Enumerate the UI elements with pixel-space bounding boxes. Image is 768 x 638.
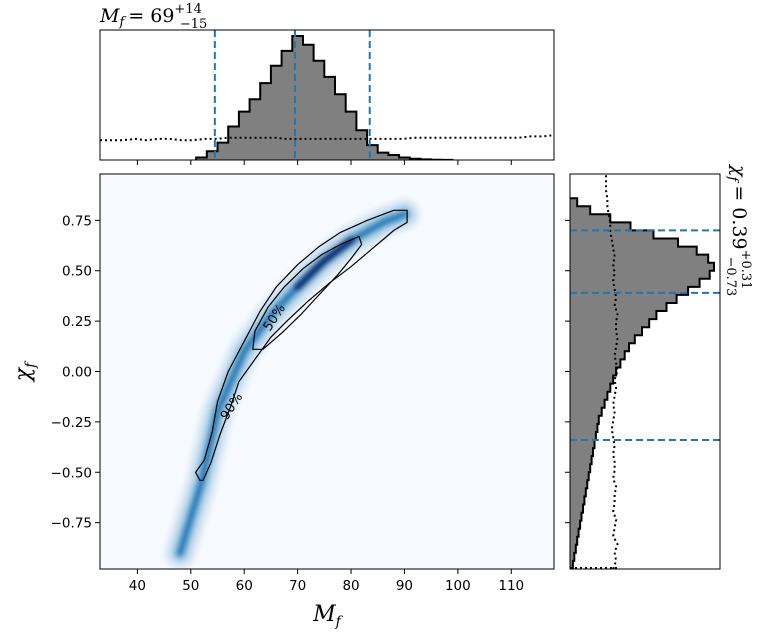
density-band <box>178 212 407 555</box>
x-axis-label: Mf <box>312 602 344 630</box>
y-tick-label: 0.00 <box>62 365 92 381</box>
top-hist-outline <box>195 35 454 160</box>
y-tick-label: −0.50 <box>51 465 92 481</box>
density-peak <box>295 238 353 289</box>
y-tick-label: −0.25 <box>51 415 92 431</box>
right-hist-outline <box>570 197 715 569</box>
top-marginal-panel: Mf = 69+14 −15 <box>99 2 555 165</box>
y-tick-label: 0.25 <box>62 314 92 330</box>
joint-panel: 90%50% 40 50 60 70 80 90 100 110−0.75−0.50−0.25… <box>11 173 555 630</box>
x-tick-label: 50 <box>182 578 199 594</box>
x-tick-label: 80 <box>342 578 359 594</box>
density-layer <box>163 197 422 569</box>
top-marginal-title: Mf = 69+14 −15 <box>99 2 207 32</box>
top-hist-fill <box>196 36 453 160</box>
right-hist-fill <box>570 198 714 569</box>
top-prior-dotted <box>100 134 554 142</box>
contour-line-0 <box>194 209 408 481</box>
x-tick-label: 70 <box>289 578 306 594</box>
top-marginal-frame <box>99 29 555 161</box>
y-tick-label: 0.75 <box>62 213 92 229</box>
right-prior-dotted <box>605 174 619 569</box>
x-tick-label: 40 <box>129 578 146 594</box>
right-marginal-panel: χf= 0.39+0.31−0.73 <box>565 163 753 570</box>
y-tick-label: −0.75 <box>51 516 92 532</box>
y-axis-label: χf <box>11 360 39 383</box>
x-tick-label: 90 <box>396 578 413 594</box>
y-tick-label: 0.50 <box>62 264 92 280</box>
x-tick-label: 100 <box>445 578 471 594</box>
right-marginal-title: χf= 0.39+0.31−0.73 <box>723 163 753 296</box>
x-tick-label: 110 <box>498 578 524 594</box>
x-tick-label: 60 <box>236 578 253 594</box>
contour-line-1 <box>252 235 363 350</box>
